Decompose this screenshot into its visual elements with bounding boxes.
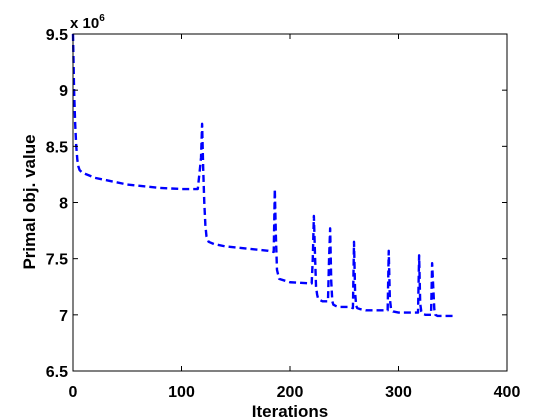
x-axis-label: Iterations xyxy=(252,402,329,420)
plot-background xyxy=(73,34,507,371)
x-tick-label: 0 xyxy=(69,384,78,401)
x-tick-labels: 0 100 200 300 400 xyxy=(69,384,521,401)
y-tick-label: 7.5 xyxy=(46,252,68,269)
y-tick-labels: 6.5 7 7.5 8 8.5 9 9.5 xyxy=(46,27,68,381)
series-layer xyxy=(71,33,453,318)
y-multiplier-exponent: 6 xyxy=(99,13,105,24)
y-multiplier-base: x 10 xyxy=(70,15,99,32)
y-tick-label: 9 xyxy=(59,83,68,100)
x-tick-label: 400 xyxy=(494,384,521,401)
y-tick-label: 6.5 xyxy=(46,364,68,381)
x-tick-label: 300 xyxy=(385,384,412,401)
y-tick-label: 9.5 xyxy=(46,27,68,44)
ticks-layer xyxy=(72,33,508,372)
y-tick-label: 8 xyxy=(59,196,68,213)
series-line-0 xyxy=(71,33,453,318)
x-tick-label: 100 xyxy=(168,384,195,401)
y-multiplier: x 106 xyxy=(70,13,105,32)
y-tick-label: 8.5 xyxy=(46,139,68,156)
x-tick-label: 200 xyxy=(277,384,304,401)
y-axis-label: Primal obj. value xyxy=(20,134,39,269)
y-tick-label: 7 xyxy=(59,308,68,325)
